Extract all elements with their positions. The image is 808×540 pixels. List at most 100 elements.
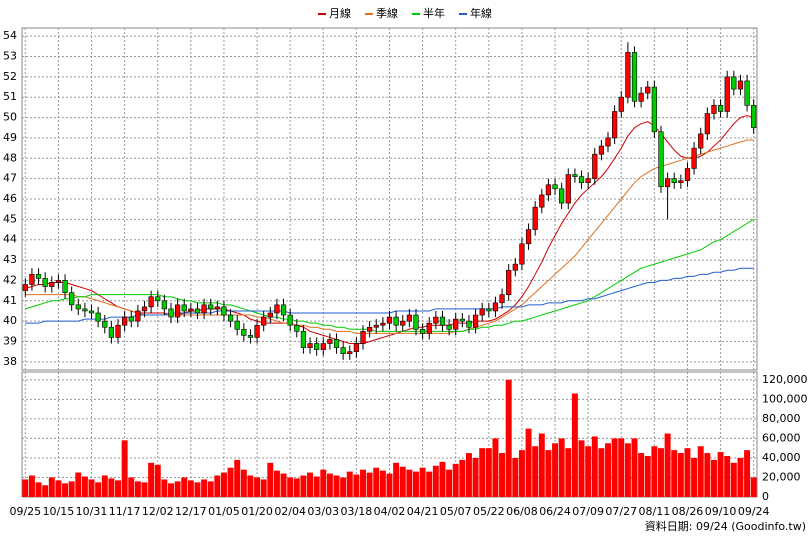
volume-bar (518, 450, 525, 497)
volume-bar (326, 473, 333, 497)
y-tick-label: 50 (3, 111, 17, 124)
candle-body (141, 306, 148, 312)
volume-bar (95, 482, 102, 497)
volume-bar (459, 459, 466, 497)
candle-body (406, 314, 412, 322)
candle-body (592, 153, 598, 179)
legend-label: 半年 (423, 6, 445, 20)
candle-body (506, 269, 512, 295)
ma-line (25, 115, 754, 345)
y-tick-label: 43 (3, 253, 17, 266)
x-tick-label: 05/22 (473, 505, 505, 518)
candle-body (724, 76, 730, 112)
candle-body (499, 294, 505, 304)
volume-bar (220, 472, 227, 497)
candle-body (88, 310, 95, 314)
candle-body (62, 280, 68, 293)
volume-bar (413, 471, 419, 497)
volume-bar (585, 446, 592, 497)
candle-body (287, 314, 293, 326)
volume-bar (154, 464, 161, 497)
volume-bar (611, 438, 618, 497)
volume-bar (379, 470, 386, 497)
volume-bar (399, 466, 406, 497)
candle-body (327, 339, 333, 344)
candle-body (333, 339, 340, 348)
candle-body (294, 324, 300, 332)
candle-body (82, 308, 88, 312)
y-tick-label: 42 (3, 273, 17, 286)
candle-body (386, 316, 393, 324)
volume-bar (22, 479, 29, 497)
candle-body (155, 296, 161, 302)
candle-body (545, 184, 552, 196)
volume-bar (578, 440, 585, 497)
volume-bar (406, 469, 413, 497)
volume-bar (161, 479, 168, 497)
volume-bar (631, 438, 638, 497)
candle-body (453, 318, 459, 330)
candle-body (320, 343, 326, 350)
candle-body (122, 316, 128, 326)
candle-body (280, 304, 287, 316)
x-tick-label: 05/07 (440, 505, 472, 518)
x-tick-label: 04/02 (374, 505, 406, 518)
volume-bar (88, 479, 95, 497)
candle-body (393, 316, 399, 326)
y-tick-label: 51 (3, 90, 17, 103)
volume-bar (181, 477, 188, 497)
candle-body (168, 308, 174, 318)
candle-body (75, 304, 81, 310)
candle-body (35, 274, 42, 279)
volume-bar (254, 477, 261, 497)
volume-bar (671, 450, 678, 497)
candle-body (472, 314, 479, 328)
y-tick-label: 0 (762, 490, 769, 503)
x-tick-label: 01/05 (208, 505, 240, 518)
y-tick-label: 44 (3, 233, 17, 246)
candle-body (49, 282, 55, 287)
volume-bar (373, 467, 380, 497)
ma-line (25, 218, 754, 332)
candle-body (433, 316, 439, 324)
candle-body (664, 178, 671, 188)
candle-body (102, 320, 108, 328)
candle-body (247, 335, 254, 338)
volume-bar (571, 393, 578, 497)
volume-bar (273, 470, 280, 497)
volume-bar (28, 475, 35, 497)
candle-body (22, 284, 28, 291)
volume-bar (287, 477, 294, 497)
candle-body (744, 80, 750, 106)
y-tick-label: 47 (3, 172, 17, 185)
candle-body (631, 52, 638, 102)
volume-bar (307, 472, 314, 497)
volume-bar (697, 446, 704, 497)
candle-body (340, 347, 346, 355)
candle-body (201, 304, 207, 314)
volume-bar (710, 459, 717, 497)
volume-bar (724, 455, 731, 497)
volume-bar (168, 483, 174, 497)
x-tick-label: 01/20 (241, 505, 273, 518)
candle-body (612, 111, 618, 139)
candle-body (367, 326, 373, 332)
volume-bar (525, 428, 532, 497)
candle-body (254, 324, 260, 338)
volume-bar (465, 453, 472, 497)
candle-body (651, 86, 657, 133)
volume-bar (333, 475, 340, 497)
volume-bar (260, 479, 267, 497)
volume-bar (598, 448, 605, 497)
candle-body (194, 308, 201, 314)
volume-bar (419, 467, 426, 497)
volume-bar (280, 473, 287, 497)
volume-bar (479, 448, 486, 497)
x-tick-label: 10/31 (76, 505, 108, 518)
volume-bar (346, 471, 353, 497)
candle-body (585, 178, 591, 184)
volume-bar (737, 457, 744, 497)
volume-bar (115, 480, 121, 497)
y-tick-label: 20,000 (762, 470, 801, 483)
